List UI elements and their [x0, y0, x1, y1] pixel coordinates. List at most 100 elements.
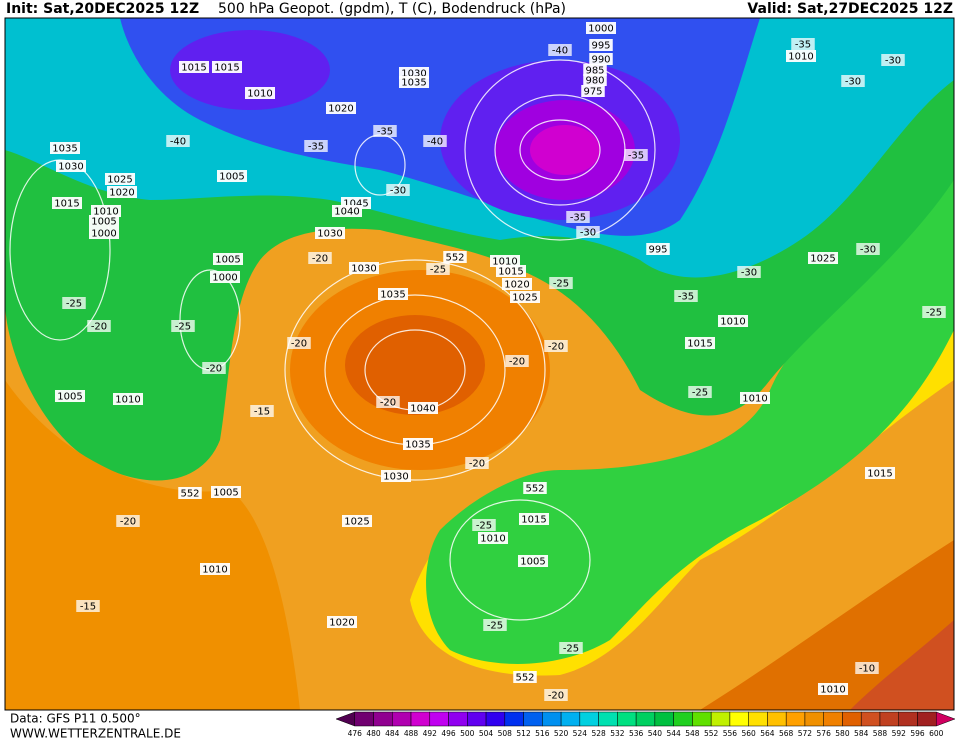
- temperature-label: -20: [509, 357, 525, 368]
- colorbar-swatch: [767, 711, 787, 727]
- colorbar-tick-label: 540: [648, 729, 663, 738]
- colorbar-swatch: [617, 711, 637, 727]
- label-box: [472, 519, 496, 531]
- field-green: [5, 18, 954, 664]
- colorbar-swatch: [467, 711, 487, 727]
- label-box: [89, 227, 119, 239]
- label-box: [217, 170, 247, 182]
- isobar-label: 1000: [91, 229, 116, 240]
- colorbar-tick-label: 556: [723, 729, 738, 738]
- colorbar-swatch: [879, 711, 899, 727]
- label-box: [378, 288, 408, 300]
- temperature-label: -20: [469, 459, 485, 470]
- label-box: [589, 53, 613, 65]
- colorbar-swatch: [710, 711, 731, 727]
- isobar-label: 1015: [687, 339, 712, 350]
- label-box: [483, 619, 507, 631]
- isobar: [519, 119, 601, 181]
- isobar-label: 1035: [401, 78, 426, 89]
- label-box: [200, 563, 230, 575]
- isobar-label: 980: [585, 76, 604, 87]
- label-box: [423, 135, 447, 147]
- colorbar-tick-label: 528: [591, 729, 606, 738]
- isobar-label: 1010: [720, 317, 745, 328]
- temperature-label: -15: [80, 602, 96, 613]
- isobar-label: 995: [648, 245, 667, 256]
- label-box: [478, 532, 508, 544]
- temperature-label: -20: [548, 691, 564, 702]
- field-orange-west: [5, 380, 300, 710]
- temperature-label: -20: [291, 339, 307, 350]
- high-core: [345, 315, 485, 415]
- label-box: [688, 386, 712, 398]
- isobar-label: 1005: [520, 557, 545, 568]
- isobar-label: 1030: [383, 472, 408, 483]
- colorbar-tick-label: 476: [348, 729, 363, 738]
- label-box: [87, 320, 111, 332]
- colorbar-tick-label: 532: [610, 729, 625, 738]
- colorbar-swatch: [448, 711, 468, 727]
- isobar-label: 552: [525, 484, 544, 495]
- colorbar-swatch: [748, 711, 768, 727]
- isobar-label: 1030: [401, 69, 426, 80]
- isobar-label: 1010: [788, 52, 813, 63]
- isobar-label: 552: [445, 253, 464, 264]
- isobar-label: 1025: [810, 254, 835, 265]
- temperature-label: -35: [377, 127, 393, 138]
- label-box: [56, 160, 86, 172]
- isobar-label: 1010: [492, 257, 517, 268]
- label-box: [315, 227, 345, 239]
- isobar-label: 1035: [52, 144, 77, 155]
- label-box: [213, 253, 243, 265]
- label-box: [818, 683, 848, 695]
- isobar-label: 552: [515, 673, 534, 684]
- colorbar-tick-label: 488: [404, 729, 419, 738]
- label-box: [386, 184, 410, 196]
- temperature-label: -30: [860, 245, 876, 256]
- label-box: [786, 50, 816, 62]
- colorbar-swatch: [673, 711, 693, 727]
- colorbar-tick-label: 544: [666, 729, 681, 738]
- isobar-label: 1000: [588, 24, 613, 35]
- label-box: [443, 251, 467, 263]
- label-box: [342, 515, 372, 527]
- isobar-label: 1005: [91, 217, 116, 228]
- label-box: [544, 689, 568, 701]
- label-box: [376, 396, 400, 408]
- label-box: [685, 337, 715, 349]
- colorbar-swatch: [823, 711, 843, 727]
- temperature-label: -25: [175, 322, 191, 333]
- colorbar-swatch: [917, 711, 937, 727]
- label-box: [586, 22, 616, 34]
- label-box: [211, 486, 241, 498]
- init-time: Init: Sat,20DEC2025 12Z: [6, 1, 199, 17]
- temperature-label: -30: [580, 228, 596, 239]
- isobar-label: 1005: [213, 488, 238, 499]
- temperature-label: -40: [552, 46, 568, 57]
- label-box: [381, 470, 411, 482]
- label-box: [518, 555, 548, 567]
- label-box: [304, 140, 328, 152]
- label-box: [62, 297, 86, 309]
- temperature-label: -30: [390, 186, 406, 197]
- label-box: [210, 271, 240, 283]
- temperature-label: -40: [170, 137, 186, 148]
- temperature-label: -25: [926, 308, 942, 319]
- temperature-label: -30: [885, 56, 901, 67]
- isobar-label: 1035: [405, 440, 430, 451]
- colorbar-tick-label: 568: [779, 729, 794, 738]
- temperature-label: -35: [678, 292, 694, 303]
- isobar-label: 1020: [329, 618, 354, 629]
- colorbar-tick-label: 572: [798, 729, 813, 738]
- label-box: [589, 39, 613, 51]
- temperature-label: -20: [548, 342, 564, 353]
- label-box: [513, 671, 537, 683]
- isobar-label: 1040: [334, 207, 359, 218]
- label-box: [505, 355, 529, 367]
- label-box: [583, 74, 607, 86]
- label-box: [496, 265, 526, 277]
- isobar-label: 1025: [344, 517, 369, 528]
- temperature-label: -25: [476, 521, 492, 532]
- temperature-label: -20: [91, 322, 107, 333]
- label-box: [171, 320, 195, 332]
